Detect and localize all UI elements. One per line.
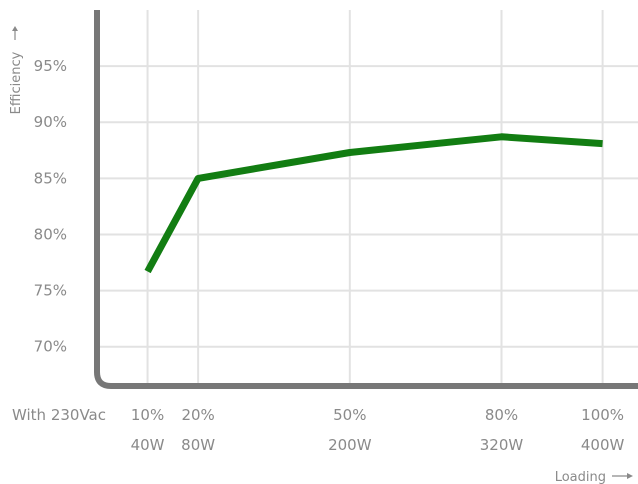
x-axis-title: Loading [555, 470, 606, 484]
condition-label: With 230Vac [12, 406, 106, 424]
x-tick-label: 80% [485, 406, 518, 424]
y-tick-label: 90% [34, 113, 67, 131]
x-tick-watts-label: 80W [181, 436, 215, 454]
x-tick-watts-label: 200W [328, 436, 372, 454]
efficiency-line [144, 133, 603, 274]
series-layer [144, 133, 603, 274]
x-axis-arrow-icon [612, 473, 633, 479]
y-tick-label: 75% [34, 282, 67, 300]
x-tick-label: 100% [581, 406, 624, 424]
grid [97, 10, 638, 386]
y-tick-label: 85% [34, 169, 67, 187]
y-axis-title: Efficiency [9, 51, 24, 114]
x-tick-label: 20% [181, 406, 214, 424]
x-tick-label: 10% [131, 406, 164, 424]
y-axis-arrow-icon [12, 26, 18, 40]
y-tick-label: 95% [34, 57, 67, 75]
tick-labels: 70% 75% 80% 85% 90% 95% 10% 40W 20% 80W 50% 200W 80%… [34, 57, 625, 454]
x-tick-label: 50% [333, 406, 366, 424]
x-tick-watts-label: 40W [131, 436, 165, 454]
x-tick-watts-label: 400W [581, 436, 625, 454]
chart-axes [94, 10, 638, 389]
y-tick-label: 70% [34, 338, 67, 356]
y-tick-label: 80% [34, 225, 67, 243]
x-tick-watts-label: 320W [480, 436, 524, 454]
